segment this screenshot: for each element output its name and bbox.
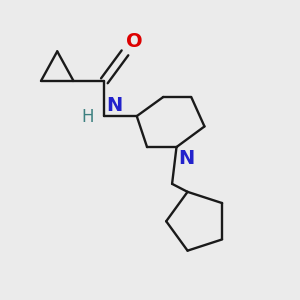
Text: N: N — [178, 148, 194, 167]
Text: N: N — [106, 96, 122, 115]
Text: O: O — [126, 32, 143, 51]
Text: H: H — [82, 108, 94, 126]
